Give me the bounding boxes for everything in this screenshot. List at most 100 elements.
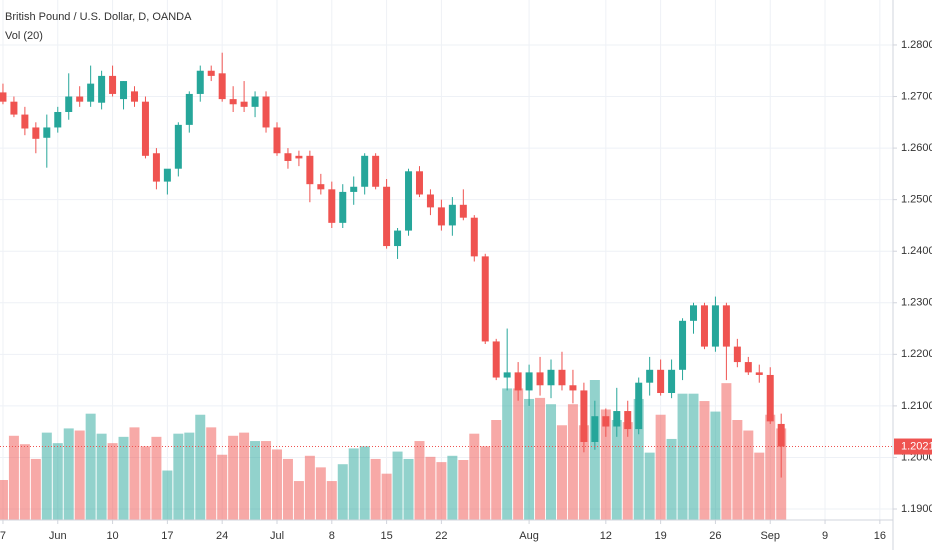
volume-bar xyxy=(304,455,315,520)
volume-bar xyxy=(480,446,491,520)
volume-bar xyxy=(52,443,63,520)
volume-bar xyxy=(633,398,644,520)
candle-body xyxy=(0,92,7,102)
candle-body xyxy=(152,153,160,182)
volume-bar xyxy=(118,436,129,520)
volume-bar xyxy=(513,388,524,520)
volume-bar xyxy=(699,401,710,520)
volume-bar xyxy=(0,480,8,520)
candle-body xyxy=(273,127,281,154)
candle-body xyxy=(21,114,29,129)
candle-body xyxy=(262,96,270,128)
candle-body xyxy=(690,305,698,321)
candle-body xyxy=(32,127,40,139)
last-price-label: 1.20212 xyxy=(901,440,932,452)
candle-body xyxy=(722,305,730,347)
candle-body xyxy=(635,382,643,430)
x-tick-label: Sep xyxy=(760,530,780,542)
volume-bar xyxy=(567,404,578,520)
volume-bar xyxy=(337,464,348,520)
volume-bar xyxy=(644,452,655,520)
volume-bar xyxy=(250,441,261,520)
candle-body xyxy=(646,369,654,383)
volume-bar xyxy=(546,404,557,520)
candle-body xyxy=(700,305,708,347)
candle-body xyxy=(361,155,369,187)
candle-body xyxy=(141,101,149,156)
candle-body xyxy=(733,346,741,363)
y-tick-label: 1.28000 xyxy=(901,39,932,51)
volume-bar xyxy=(447,455,458,520)
candle-body xyxy=(405,171,413,231)
candle-body xyxy=(185,93,193,125)
volume-bar xyxy=(370,458,381,520)
volume-bar xyxy=(63,428,74,520)
volume-bar xyxy=(502,388,513,520)
candle-body xyxy=(174,124,182,169)
volume-bar xyxy=(732,420,743,520)
x-tick-label: 24 xyxy=(216,530,228,542)
x-tick-label: 22 xyxy=(435,530,447,542)
candle-body xyxy=(328,189,336,223)
x-tick-label: 19 xyxy=(654,530,666,542)
volume-bar xyxy=(173,433,184,520)
candle-body xyxy=(668,369,676,394)
candle-body xyxy=(240,101,248,107)
volume-bar xyxy=(666,438,677,520)
candle-body xyxy=(459,204,467,218)
volume-bar xyxy=(348,448,359,520)
candle-body xyxy=(350,186,358,192)
volume-bar xyxy=(184,432,195,520)
y-tick-label: 1.19000 xyxy=(901,503,932,515)
candle-body xyxy=(54,111,62,128)
candle-body xyxy=(218,73,226,100)
volume-bar xyxy=(765,414,776,520)
candle-body xyxy=(448,204,456,226)
y-tick-label: 1.22000 xyxy=(901,348,932,360)
candle-body xyxy=(109,75,117,94)
candle-body xyxy=(372,155,380,187)
candle-body xyxy=(624,411,632,430)
volume-bar xyxy=(491,420,502,520)
y-tick-label: 1.24000 xyxy=(901,245,932,257)
candle-body xyxy=(383,186,391,247)
candle-body xyxy=(580,390,588,442)
volume-bar xyxy=(622,422,633,520)
candle-body xyxy=(98,75,106,103)
candle-body xyxy=(657,369,665,394)
volume-bar xyxy=(721,383,732,520)
volume-bar xyxy=(535,397,546,520)
volume-bar xyxy=(8,435,19,520)
volume-bar xyxy=(206,427,217,520)
volume-label: Vol (20) xyxy=(5,30,43,42)
x-tick-label: 7 xyxy=(0,530,6,542)
candle-body xyxy=(711,305,719,347)
x-tick-label: 17 xyxy=(161,530,173,542)
volume-bar xyxy=(19,444,30,520)
volume-bar xyxy=(315,467,326,520)
candle-body xyxy=(470,217,478,257)
volume-bar xyxy=(41,432,52,520)
candle-body xyxy=(766,374,774,422)
candle-body xyxy=(569,385,577,391)
volume-bar xyxy=(195,414,206,520)
volume-bar xyxy=(162,470,173,520)
volume-bar xyxy=(414,441,425,520)
x-tick-label: Aug xyxy=(519,530,539,542)
volume-bar xyxy=(403,458,414,520)
candle-body xyxy=(525,372,533,391)
candle-body xyxy=(492,341,500,378)
volume-bar xyxy=(228,435,239,520)
volume-bar xyxy=(392,451,403,520)
volume-bar xyxy=(261,441,272,520)
candle-body xyxy=(437,207,445,226)
x-tick-label: 16 xyxy=(874,530,886,542)
x-tick-label: 26 xyxy=(709,530,721,542)
x-tick-label: 12 xyxy=(600,530,612,542)
candle-body xyxy=(394,230,402,247)
candle-body xyxy=(10,101,18,115)
candle-body xyxy=(536,372,544,386)
candle-body xyxy=(163,168,171,182)
candle-body xyxy=(613,411,621,427)
volume-bar xyxy=(688,393,699,520)
